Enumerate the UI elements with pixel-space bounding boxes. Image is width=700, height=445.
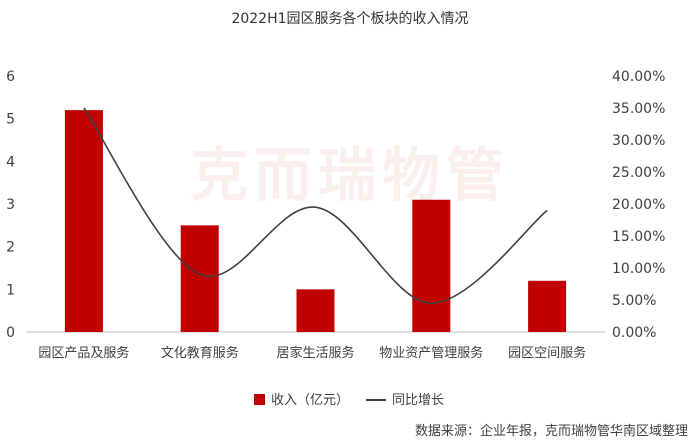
y-right-tick-label: 0.00% bbox=[612, 325, 656, 341]
y-left-tick-label: 3 bbox=[6, 197, 15, 213]
legend-line-label: 同比增长 bbox=[392, 393, 444, 408]
bar bbox=[528, 280, 567, 332]
y-left-tick-label: 0 bbox=[6, 325, 15, 341]
y-right-tick-label: 30.00% bbox=[612, 133, 665, 149]
y-right-tick-label: 20.00% bbox=[612, 197, 665, 213]
watermark: 克而瑞物管 bbox=[189, 141, 510, 209]
legend-bar-swatch bbox=[254, 394, 265, 405]
x-tick-label: 物业资产管理服务 bbox=[379, 345, 483, 361]
y-right-tick-label: 5.00% bbox=[612, 293, 656, 309]
y-left-tick-label: 1 bbox=[6, 282, 15, 298]
growth-line bbox=[83, 107, 548, 305]
x-tick-label: 居家生活服务 bbox=[276, 345, 354, 361]
x-tick-label: 园区产品及服务 bbox=[38, 345, 129, 361]
y-left-tick-label: 4 bbox=[6, 154, 15, 170]
bar bbox=[412, 199, 451, 332]
x-tick-label: 园区空间服务 bbox=[508, 345, 586, 361]
y-left-tick-label: 6 bbox=[6, 69, 15, 85]
x-tick-label: 文化教育服务 bbox=[161, 345, 239, 361]
y-right-tick-label: 35.00% bbox=[612, 101, 665, 117]
y-left-tick-label: 5 bbox=[6, 112, 15, 128]
y-right-tick-label: 10.00% bbox=[612, 261, 665, 277]
bar bbox=[64, 110, 103, 332]
y-right-tick-label: 25.00% bbox=[612, 165, 665, 181]
y-right-tick-label: 15.00% bbox=[612, 229, 665, 245]
legend-bar-label: 收入（亿元） bbox=[271, 393, 349, 408]
bar bbox=[296, 289, 335, 332]
chart-title: 2022H1园区服务各个板块的收入情况 bbox=[231, 11, 469, 27]
y-right-tick-label: 40.00% bbox=[612, 69, 665, 85]
y-left-tick-label: 2 bbox=[6, 240, 15, 256]
source-note: 数据来源：企业年报，克而瑞物管华南区域整理 bbox=[414, 424, 688, 439]
bar bbox=[180, 225, 219, 332]
